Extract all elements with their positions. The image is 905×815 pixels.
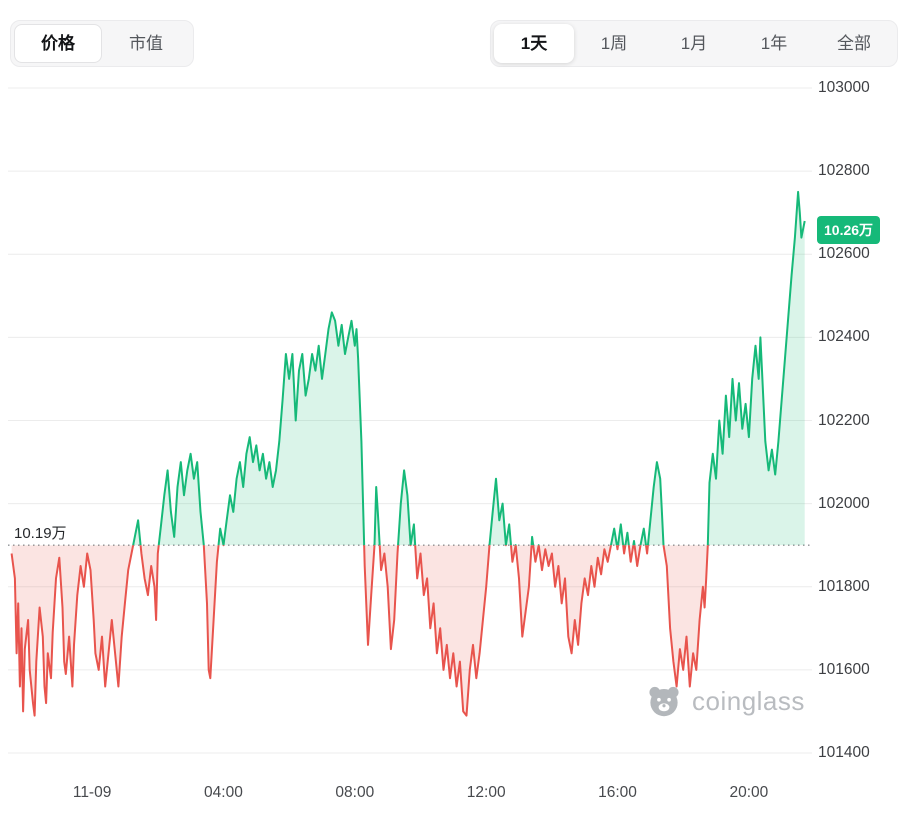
metric-toggle-group: 价格 市值 — [10, 20, 194, 67]
coinglass-bear-icon — [649, 686, 679, 717]
x-axis-label: 20:00 — [729, 784, 769, 801]
coinglass-watermark: coinglass — [645, 682, 805, 720]
x-axis-label: 08:00 — [335, 784, 375, 801]
range-1y[interactable]: 1年 — [734, 24, 814, 63]
y-axis-label: 102400 — [818, 328, 870, 346]
range-1d[interactable]: 1天 — [494, 24, 574, 63]
x-axis-label: 11-09 — [72, 784, 112, 801]
y-axis-label: 102600 — [818, 245, 870, 263]
y-axis-label: 102200 — [818, 411, 870, 429]
range-1m[interactable]: 1月 — [654, 24, 734, 63]
toggle-marketcap[interactable]: 市值 — [102, 24, 190, 63]
baseline-price-label: 10.19万 — [14, 525, 67, 543]
y-axis-label: 102800 — [818, 162, 870, 180]
range-all[interactable]: 全部 — [814, 24, 894, 63]
time-range-group: 1天 1周 1月 1年 全部 — [490, 20, 898, 67]
x-axis-label: 12:00 — [466, 784, 506, 801]
y-axis-label: 101400 — [818, 744, 870, 761]
range-1w[interactable]: 1周 — [574, 24, 654, 63]
y-axis-label: 103000 — [818, 79, 870, 96]
current-price-badge: 10.26万 — [817, 216, 881, 245]
y-axis-label: 102000 — [818, 494, 870, 512]
y-axis-label: 101600 — [818, 660, 870, 678]
x-axis-label: 16:00 — [598, 784, 637, 801]
watermark-text: coinglass — [692, 685, 805, 716]
toggle-price[interactable]: 价格 — [14, 24, 102, 63]
x-axis-label: 04:00 — [204, 784, 243, 801]
y-axis-label: 101800 — [818, 577, 870, 595]
chart-toolbar: 价格 市值 1天 1周 1月 1年 全部 — [10, 20, 898, 67]
